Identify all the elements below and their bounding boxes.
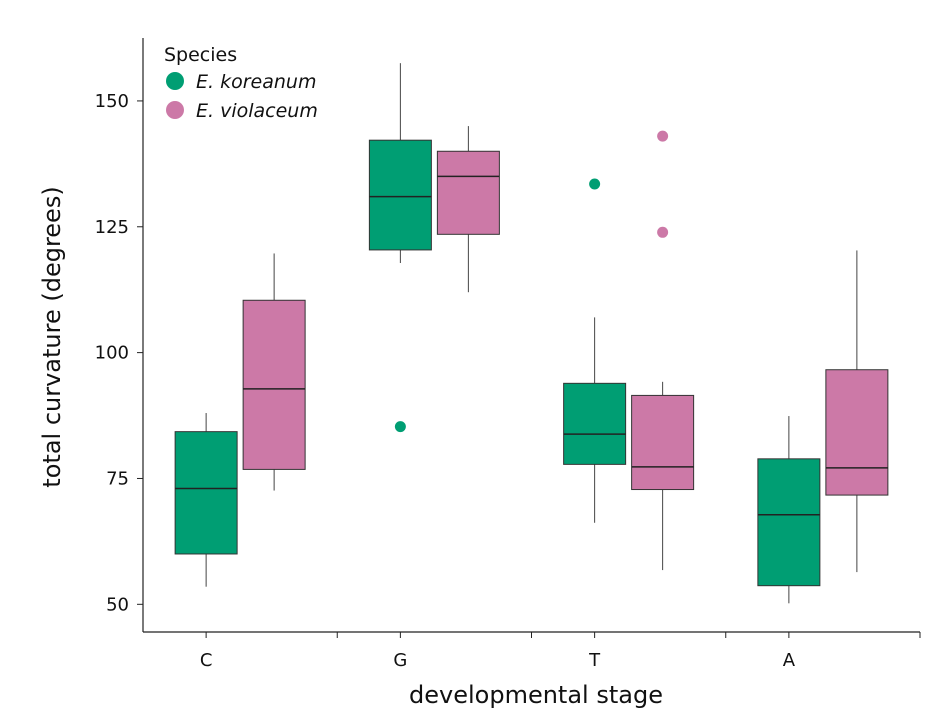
y-tick-label-150: 150 [95, 91, 129, 112]
y-tick-label-125: 125 [95, 217, 129, 238]
legend-label-e-koreanum: E. koreanum [196, 71, 316, 93]
x-tick-label-A: A [783, 650, 796, 671]
legend-marker-e-koreanum [166, 72, 184, 90]
outlier-point-e-koreanum-G-0 [394, 421, 406, 433]
outlier-point-e-violaceum-T-0 [657, 130, 669, 142]
box-e-koreanum-G [368, 139, 432, 251]
y-tick-label-50: 50 [106, 594, 129, 615]
outlier-point-e-koreanum-T-0 [589, 178, 601, 190]
box-e-violaceum-A [825, 369, 889, 496]
box-e-violaceum-G [436, 150, 500, 235]
box-e-violaceum-C [242, 299, 306, 470]
outlier-point-e-violaceum-T-1 [657, 226, 669, 238]
y-tick-label-75: 75 [106, 468, 129, 489]
legend-label-e-violaceum: E. violaceum [196, 100, 318, 122]
x-tick-label-T: T [588, 650, 601, 671]
legend: Species E. koreanum E. violaceum [164, 44, 318, 122]
y-tick-label-100: 100 [95, 343, 129, 364]
legend-title: Species [164, 44, 237, 66]
plot-marks [174, 63, 889, 604]
box-e-violaceum-T [631, 394, 695, 491]
y-axis-title: total curvature (degrees) [38, 186, 66, 487]
x-axis-title: developmental stage [409, 681, 663, 709]
box-e-koreanum-C [174, 431, 238, 555]
legend-marker-e-violaceum [166, 101, 184, 119]
x-tick-label-C: C [200, 650, 213, 671]
box-e-koreanum-A [757, 458, 821, 587]
box-e-koreanum-T [563, 382, 627, 465]
x-tick-label-G: G [393, 650, 407, 671]
y-axis-ticks: 50 75 100 125 150 [95, 91, 143, 615]
